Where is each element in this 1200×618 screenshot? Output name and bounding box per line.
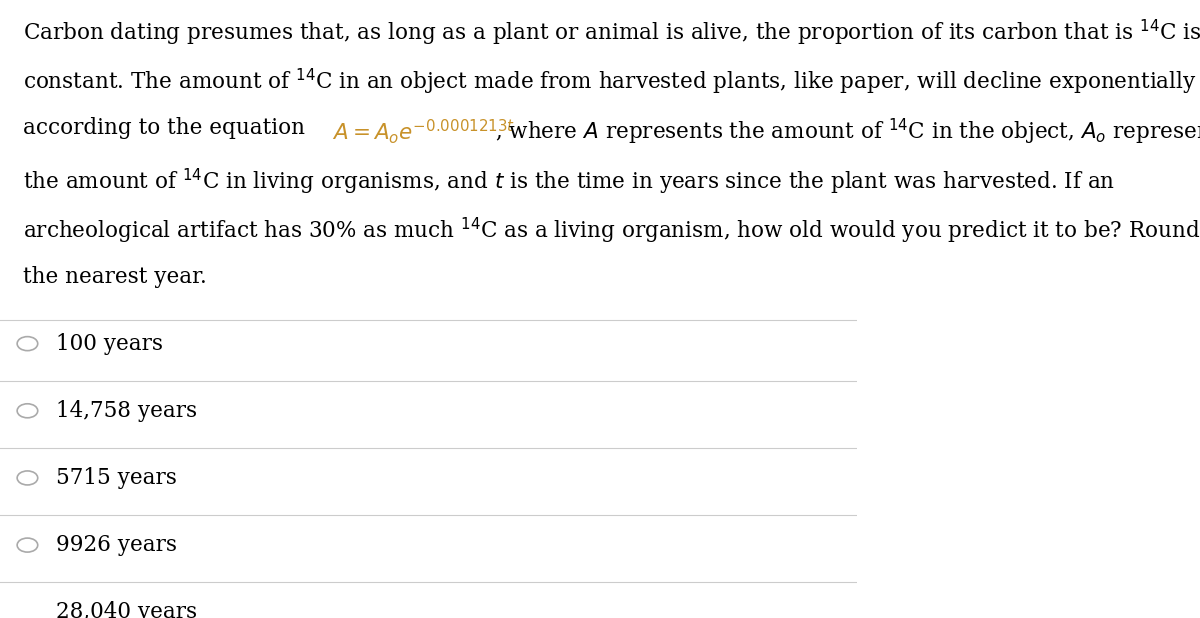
Text: Carbon dating presumes that, as long as a plant or animal is alive, the proporti: Carbon dating presumes that, as long as …	[23, 17, 1200, 48]
Text: 28,040 years: 28,040 years	[55, 601, 197, 618]
Text: 14,758 years: 14,758 years	[55, 400, 197, 422]
Text: 9926 years: 9926 years	[55, 534, 176, 556]
Text: according to the equation: according to the equation	[23, 117, 312, 139]
Text: 5715 years: 5715 years	[55, 467, 176, 489]
Text: $\mathit{A = A_o}e^{-0.0001213t}$: $\mathit{A = A_o}e^{-0.0001213t}$	[331, 117, 515, 146]
Text: 100 years: 100 years	[55, 332, 163, 355]
Text: constant. The amount of $^{14}$C in an object made from harvested plants, like p: constant. The amount of $^{14}$C in an o…	[23, 67, 1196, 98]
Text: the amount of $^{14}$C in living organisms, and $\mathit{t}$ is the time in year: the amount of $^{14}$C in living organis…	[23, 166, 1115, 197]
Text: archeological artifact has 30% as much $^{14}$C as a living organism, how old wo: archeological artifact has 30% as much $…	[23, 216, 1200, 246]
Text: , where $\mathit{A}$ represents the amount of $^{14}$C in the object, $\mathit{A: , where $\mathit{A}$ represents the amou…	[496, 117, 1200, 147]
Text: the nearest year.: the nearest year.	[23, 266, 206, 288]
